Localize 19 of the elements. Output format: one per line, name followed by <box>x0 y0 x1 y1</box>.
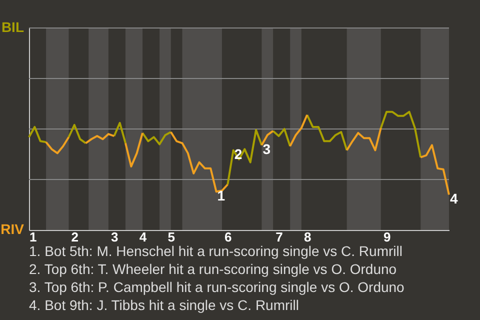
text: 4. Bot 9th: J. Tibbs hit a single vs C. Rumrill <box>29 297 299 313</box>
x-tick-label: 3 <box>111 230 118 244</box>
x-tick-label: 8 <box>304 230 312 244</box>
text: 1. Bot 5th: M. Henschel hit a run-scoring single vs C. Rumrill <box>29 243 402 259</box>
x-tick-label: 7 <box>276 230 283 244</box>
annotation: 4 <box>450 190 458 207</box>
x-tick-label: 9 <box>383 230 391 244</box>
text: 2. Top 6th: T. Wheeler hit a run-scoring single vs O. Orduno <box>29 261 397 277</box>
annotation: 3 <box>262 141 271 158</box>
x-tick-label: 1 <box>30 230 37 244</box>
text: 3. Top 6th: P. Campbell hit a run-scoring single vs O. Orduno <box>29 279 405 295</box>
annotation: 2 <box>234 146 242 162</box>
x-tick-label: 4 <box>139 230 148 244</box>
text: RIV <box>0 221 25 237</box>
x-tick-label: 5 <box>168 230 176 244</box>
text: BIL <box>1 19 24 35</box>
x-tick-label: 6 <box>224 230 232 244</box>
x-tick-label: 2 <box>71 230 79 244</box>
annotation: 1 <box>217 188 226 204</box>
